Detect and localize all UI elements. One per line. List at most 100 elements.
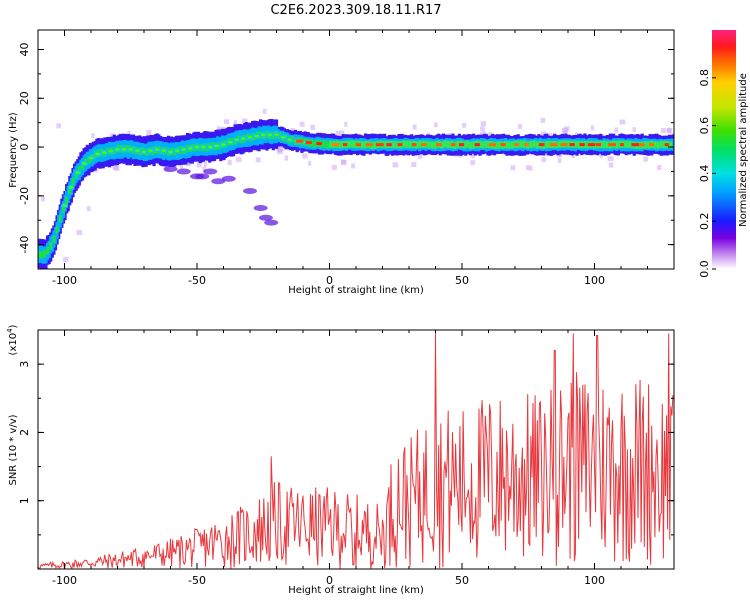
spectrogram-speckle	[557, 158, 562, 164]
spectrogram-speckle	[341, 159, 346, 165]
spectrogram-peak	[397, 143, 403, 147]
spectrogram-peak	[524, 143, 529, 147]
spectrogram-peak	[421, 143, 427, 147]
spectrogram-blob	[286, 137, 294, 143]
spectrogram-speckle	[284, 155, 288, 161]
spectrogram-band-core	[558, 140, 562, 148]
spectrogram-xtick-label: 50	[455, 274, 469, 287]
spectrogram-band-core	[602, 140, 606, 149]
spectrogram-peak	[579, 143, 585, 147]
spectrogram-branch	[195, 173, 210, 180]
spectrogram-blob	[206, 144, 214, 150]
spectrogram-blob	[107, 148, 115, 154]
spectrogram-band-core	[440, 141, 444, 149]
spectrogram-speckle	[434, 122, 438, 128]
spectrogram-speckle	[262, 108, 267, 114]
spectrogram-blob	[226, 139, 234, 145]
spectrogram-peak	[649, 143, 655, 147]
spectrogram-speckle	[643, 156, 648, 162]
spectrogram-peak	[500, 143, 506, 147]
spectrogram-speckle	[540, 117, 546, 123]
spectrogram-speckle	[632, 127, 637, 133]
spectrogram-speckle	[235, 156, 242, 162]
spectrogram-band-core	[478, 140, 482, 148]
spectrogram-speckle	[40, 306, 45, 311]
spectrogram-speckle	[540, 131, 547, 137]
spectrogram-peak	[640, 143, 645, 147]
snr-xtick-label: 50	[455, 574, 469, 587]
spectrogram-blob	[80, 160, 88, 167]
spectrogram-speckle	[608, 162, 614, 168]
spectrogram-blob	[74, 170, 82, 176]
spectrogram-speckle	[56, 123, 61, 129]
spectrogram-band-core	[507, 141, 511, 149]
spectrogram-speckle	[40, 299, 44, 304]
spectrogram-speckle	[392, 162, 399, 168]
spectrogram-speckle	[548, 133, 553, 139]
spectrogram-peak	[450, 143, 456, 147]
spectrogram-band-core	[360, 141, 364, 149]
spectrogram-peak	[514, 143, 519, 147]
spectrogram-speckle	[599, 153, 603, 159]
spectrogram-blob	[259, 132, 267, 138]
spectrogram-marks	[38, 108, 674, 344]
spectrogram-ytick-label: 20	[18, 91, 31, 105]
colorbar-tick-label: 0.4	[698, 165, 711, 183]
spectrogram-peak	[355, 143, 361, 147]
snr-ytick-label: 2	[18, 429, 31, 436]
spectrogram-peak	[332, 143, 340, 147]
spectrogram-blob	[186, 145, 194, 151]
spectrogram-speckle	[76, 230, 83, 236]
spectrogram-band-core	[465, 140, 469, 148]
spectrogram-band-core	[577, 140, 581, 149]
spectrogram-band-core	[573, 140, 577, 148]
spectrogram-band-core	[662, 140, 666, 149]
spectrogram-band-core	[615, 141, 619, 149]
snr-panel: -100 -50 0 50 100 1 2 3 Height of straight line…	[6, 324, 675, 596]
spectrogram-band-core	[364, 140, 368, 149]
spectrogram-band-core	[669, 141, 673, 149]
spectrogram-ytick-label: 40	[18, 43, 31, 57]
spectrogram-blob	[160, 148, 168, 154]
spectrogram-band-core	[427, 141, 431, 149]
spectrogram-band-core	[567, 140, 571, 148]
snr-marks	[38, 331, 674, 569]
spectrogram-blob	[180, 146, 188, 153]
spectrogram-band-core	[405, 140, 409, 148]
spectrogram-band-core	[77, 166, 81, 174]
spectrogram-speckle	[39, 339, 45, 344]
spectrogram-peak	[569, 143, 575, 147]
spectrogram-speckle	[525, 165, 530, 171]
spectrogram-speckle	[203, 161, 208, 167]
spectrogram-band-core	[653, 141, 657, 149]
colorbar-ticks: 0.0 0.2 0.4 0.6 0.8	[698, 69, 716, 278]
snr-scale-exponent: 4	[6, 328, 14, 333]
spectrogram-branch	[253, 205, 268, 212]
spectrogram-speckle	[216, 126, 221, 132]
spectrogram-blob	[87, 155, 95, 161]
spectrogram-band-core	[322, 140, 326, 148]
spectrogram-peak	[608, 143, 616, 147]
spectrogram-band-core	[49, 242, 53, 250]
spectrogram-blob	[140, 149, 148, 155]
spectrogram-xlabel: Height of straight line (km)	[288, 285, 424, 296]
spectrogram-speckle	[557, 152, 562, 158]
spectrogram-band-core	[443, 140, 447, 148]
spectrogram-peak	[664, 143, 669, 147]
spectrogram-blob	[133, 148, 141, 154]
spectrogram-peak	[375, 143, 384, 147]
spectrogram-band-core	[46, 247, 50, 255]
spectrogram-speckle	[571, 153, 575, 159]
snr-scale-prefix: (x10	[8, 333, 19, 356]
figure-title: C2E6.2023.309.18.11.R17	[270, 3, 441, 18]
spectrogram-band-core	[618, 140, 622, 148]
spectrogram-blob	[153, 146, 161, 153]
spectrogram-speckle	[412, 124, 417, 130]
spectrogram-blob	[127, 146, 135, 153]
spectrogram-speckle	[480, 121, 487, 127]
spectrogram-peak	[305, 141, 312, 145]
spectrogram-blob	[279, 134, 287, 140]
spectrogram-speckle	[86, 206, 91, 212]
spectrogram-blob	[166, 149, 175, 155]
